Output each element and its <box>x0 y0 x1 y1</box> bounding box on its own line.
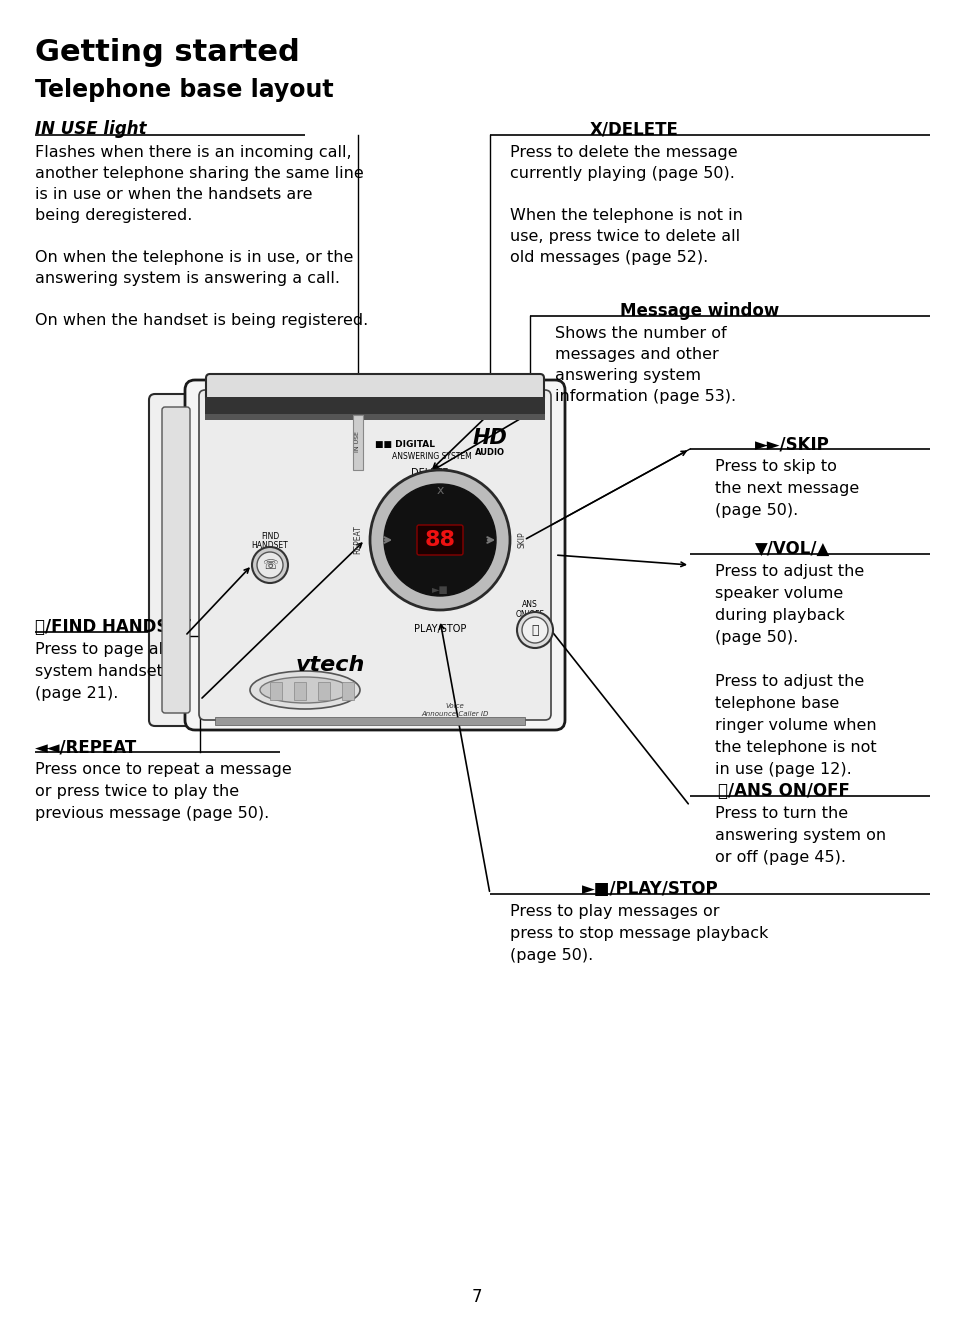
Text: ►►/SKIP: ►►/SKIP <box>754 435 829 454</box>
Text: ⏻/ANS ON/OFF: ⏻/ANS ON/OFF <box>718 781 849 800</box>
Bar <box>341 682 354 700</box>
Text: is in use or when the handsets are: is in use or when the handsets are <box>35 187 313 202</box>
Text: answering system: answering system <box>555 368 700 383</box>
Bar <box>270 682 282 700</box>
Text: ☏: ☏ <box>262 558 277 571</box>
Text: speaker volume: speaker volume <box>714 586 842 601</box>
Bar <box>205 413 544 420</box>
Bar <box>294 682 306 700</box>
Text: FIND: FIND <box>260 533 279 541</box>
Text: another telephone sharing the same line: another telephone sharing the same line <box>35 166 363 181</box>
FancyBboxPatch shape <box>149 393 201 727</box>
Text: 7: 7 <box>471 1288 482 1306</box>
Text: Message window: Message window <box>619 302 779 320</box>
Text: in use (page 12).: in use (page 12). <box>714 763 851 777</box>
Ellipse shape <box>260 677 350 702</box>
Text: Press to delete the message: Press to delete the message <box>510 145 737 161</box>
Text: answering system is answering a call.: answering system is answering a call. <box>35 272 339 286</box>
Text: ⏻: ⏻ <box>531 624 538 637</box>
Text: ►■: ►■ <box>431 585 448 595</box>
Text: Press once to repeat a message: Press once to repeat a message <box>35 763 292 777</box>
Text: Voice
Announce Caller ID: Voice Announce Caller ID <box>421 702 488 717</box>
Text: being deregistered.: being deregistered. <box>35 207 193 223</box>
Bar <box>205 397 544 415</box>
Text: or press twice to play the: or press twice to play the <box>35 784 239 799</box>
Circle shape <box>252 547 288 583</box>
FancyBboxPatch shape <box>416 524 462 555</box>
Text: AUDIO: AUDIO <box>475 447 504 456</box>
Text: the telephone is not: the telephone is not <box>714 740 876 755</box>
Ellipse shape <box>250 670 359 709</box>
Text: telephone base: telephone base <box>714 696 839 710</box>
Text: Press to adjust the: Press to adjust the <box>714 674 863 689</box>
Text: Flashes when there is an incoming call,: Flashes when there is an incoming call, <box>35 145 352 161</box>
Text: ringer volume when: ringer volume when <box>714 719 876 733</box>
Bar <box>317 682 330 700</box>
Text: HD: HD <box>472 428 507 448</box>
Circle shape <box>256 553 283 578</box>
Text: Press to play messages or: Press to play messages or <box>510 904 719 919</box>
FancyBboxPatch shape <box>206 375 543 401</box>
Text: answering system on: answering system on <box>714 828 885 843</box>
Circle shape <box>370 470 510 610</box>
Text: X/DELETE: X/DELETE <box>589 120 679 138</box>
Text: ␤/FIND HANDSET: ␤/FIND HANDSET <box>35 618 191 636</box>
Text: (page 50).: (page 50). <box>510 949 593 963</box>
Text: ►■/PLAY/STOP: ►■/PLAY/STOP <box>581 880 718 898</box>
Bar <box>353 415 363 470</box>
Text: Press to turn the: Press to turn the <box>714 805 847 822</box>
Text: IN USE: IN USE <box>355 432 360 452</box>
FancyBboxPatch shape <box>185 380 564 731</box>
Text: On when the telephone is in use, or the: On when the telephone is in use, or the <box>35 250 353 265</box>
Text: On when the handset is being registered.: On when the handset is being registered. <box>35 313 368 328</box>
Text: x: x <box>436 483 443 496</box>
Text: (page 50).: (page 50). <box>714 630 798 645</box>
Text: ◄◄/REPEAT: ◄◄/REPEAT <box>35 739 137 756</box>
Text: SKIP: SKIP <box>517 531 526 549</box>
Text: ▼/VOL/▲: ▼/VOL/▲ <box>754 541 829 558</box>
Text: ANS: ANS <box>521 599 537 609</box>
Text: DELETE: DELETE <box>411 468 448 478</box>
Text: PLAY/STOP: PLAY/STOP <box>414 624 466 634</box>
Circle shape <box>521 617 547 644</box>
Text: ON/OFF: ON/OFF <box>515 609 544 618</box>
Circle shape <box>384 484 496 595</box>
Text: Getting started: Getting started <box>35 37 299 67</box>
FancyBboxPatch shape <box>199 389 551 720</box>
Text: HANDSET: HANDSET <box>252 541 288 550</box>
Text: vtech: vtech <box>295 656 364 674</box>
Text: information (page 53).: information (page 53). <box>555 389 736 404</box>
Text: (page 50).: (page 50). <box>714 503 798 518</box>
Text: IN USE light: IN USE light <box>35 120 147 138</box>
Text: REPEAT: REPEAT <box>354 526 362 554</box>
Text: 88: 88 <box>424 530 455 550</box>
Text: ■■ DIGITAL: ■■ DIGITAL <box>375 440 435 450</box>
Text: old messages (page 52).: old messages (page 52). <box>510 250 707 265</box>
Text: press to stop message playback: press to stop message playback <box>510 926 767 941</box>
Text: the next message: the next message <box>714 480 859 496</box>
Text: system handsets: system handsets <box>35 664 171 678</box>
Text: ANSWERING SYSTEM: ANSWERING SYSTEM <box>392 452 471 462</box>
Text: previous message (page 50).: previous message (page 50). <box>35 805 269 822</box>
Text: Press to skip to: Press to skip to <box>714 459 836 474</box>
Text: Telephone base layout: Telephone base layout <box>35 78 334 102</box>
Bar <box>214 717 524 725</box>
Circle shape <box>517 611 553 648</box>
Text: use, press twice to delete all: use, press twice to delete all <box>510 229 740 244</box>
Text: currently playing (page 50).: currently playing (page 50). <box>510 166 734 181</box>
FancyBboxPatch shape <box>162 407 190 713</box>
Text: Press to adjust the: Press to adjust the <box>714 565 863 579</box>
Text: When the telephone is not in: When the telephone is not in <box>510 207 742 223</box>
Text: (page 21).: (page 21). <box>35 686 118 701</box>
Text: Shows the number of: Shows the number of <box>555 326 726 341</box>
Text: Press to page all: Press to page all <box>35 642 168 657</box>
Text: during playback: during playback <box>714 607 843 624</box>
Text: or off (page 45).: or off (page 45). <box>714 850 845 864</box>
Text: messages and other: messages and other <box>555 347 718 363</box>
